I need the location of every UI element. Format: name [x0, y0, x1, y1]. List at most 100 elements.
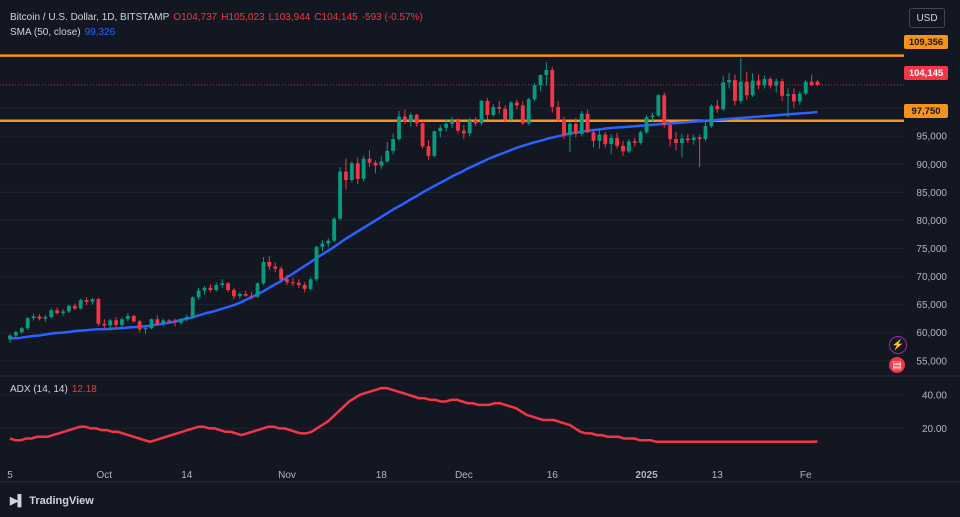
sma-label: SMA (50, close): [10, 27, 81, 38]
sma-legend[interactable]: SMA (50, close) 99,326: [10, 27, 115, 38]
grid-lines: [0, 107, 960, 483]
candle-body: [650, 115, 655, 118]
candle-body: [479, 100, 484, 124]
candle-body: [167, 320, 172, 322]
candle-body: [450, 120, 454, 124]
sma-value: 99,326: [84, 27, 116, 38]
candle-body: [715, 105, 720, 110]
candle-body: [190, 297, 195, 317]
candle-body: [520, 105, 525, 124]
candle-body: [680, 138, 684, 143]
candle-body: [674, 139, 678, 143]
x-tick-label: 16: [547, 470, 559, 481]
candle-body: [296, 282, 301, 285]
y-tick-label: 70,000: [916, 272, 947, 283]
candle-body: [432, 131, 437, 156]
candle-body: [585, 113, 590, 133]
y-tick-label: 85,000: [916, 188, 947, 199]
candle-body: [685, 138, 690, 141]
candle-body: [273, 266, 278, 269]
candle-body: [173, 320, 177, 323]
close-value: C104,145: [314, 12, 358, 23]
x-tick-label: 13: [712, 470, 724, 481]
symbol-title[interactable]: Bitcoin / U.S. Dollar, 1D, BITSTAMP: [10, 12, 170, 23]
candle-body: [591, 132, 596, 141]
candle-body: [809, 81, 814, 86]
candle-body: [738, 81, 743, 101]
flag-icon[interactable]: ▤: [889, 357, 905, 373]
candle-body: [703, 126, 708, 140]
candle-body: [438, 127, 443, 132]
sma-line-group: [10, 110, 818, 340]
lightning-icon[interactable]: ⚡: [889, 336, 907, 354]
candle-body: [338, 171, 342, 219]
candle-body: [414, 114, 419, 124]
candle-body: [302, 284, 307, 289]
candle-body: [373, 162, 378, 166]
tradingview-logo[interactable]: ▶▌ TradingView: [10, 494, 94, 508]
candle-body: [550, 69, 555, 108]
candle-body: [96, 299, 101, 324]
candle-body: [780, 81, 785, 96]
candle-body: [733, 80, 737, 101]
candle-body: [120, 319, 124, 325]
candle-body: [361, 158, 366, 179]
candle-body: [786, 94, 790, 96]
candle-body: [326, 240, 331, 244]
candle-body: [208, 287, 213, 291]
y-tick-label: 65,000: [916, 300, 947, 311]
candle-body: [473, 120, 478, 124]
candle-body: [774, 81, 779, 86]
x-axis-ticks: 5 Oct 14 Nov 18 Dec 16 2025 13 Fe: [7, 470, 812, 481]
candle-body: [31, 316, 36, 319]
candle-body: [161, 320, 166, 325]
candle-body: [491, 107, 496, 115]
adx-label: ADX (14, 14): [10, 384, 68, 395]
candle-body: [314, 246, 319, 280]
candle-body: [709, 105, 714, 127]
candle-body: [568, 123, 572, 136]
candle-body: [503, 108, 508, 120]
x-tick-label: Dec: [455, 470, 473, 481]
candle-body: [656, 95, 661, 116]
candle-body: [444, 123, 449, 128]
y-tick-label: 90,000: [916, 160, 947, 171]
brand-name: TradingView: [29, 494, 94, 507]
candle-body: [461, 130, 466, 134]
candle-body: [367, 158, 372, 163]
adx-legend[interactable]: ADX (14, 14) 12.18: [10, 384, 97, 395]
candle-body: [397, 116, 401, 140]
x-tick-label: 18: [376, 470, 388, 481]
candle-body: [497, 107, 502, 109]
candle-body: [226, 283, 230, 291]
candle-body: [609, 137, 614, 145]
candle-body: [196, 290, 201, 298]
open-value: O104,737: [173, 12, 218, 23]
candle-body: [137, 321, 142, 330]
candle-body: [791, 94, 796, 102]
candle-body: [43, 316, 48, 319]
currency-button[interactable]: USD: [909, 8, 945, 28]
candle-body: [255, 283, 260, 297]
candle-body: [19, 328, 24, 333]
candle-body: [638, 132, 643, 143]
candle-body: [762, 78, 767, 86]
x-tick-label: Fe: [800, 470, 812, 481]
candle-body: [750, 80, 755, 96]
x-tick-label: Oct: [97, 470, 113, 481]
candle-body: [644, 117, 649, 133]
candle-body: [279, 268, 284, 280]
candle-body: [237, 293, 242, 297]
adx-tick-label: 40.00: [922, 390, 947, 401]
candle-body: [756, 80, 761, 86]
candle-body: [402, 116, 407, 122]
candle-body: [456, 120, 460, 131]
candle-body: [532, 85, 537, 100]
candle-body: [579, 113, 584, 134]
adx-line: [9, 386, 818, 444]
adx-tick-label: 20.00: [922, 424, 947, 435]
candle-body: [426, 146, 431, 156]
candle-body: [668, 125, 673, 140]
candle-body: [344, 171, 348, 181]
